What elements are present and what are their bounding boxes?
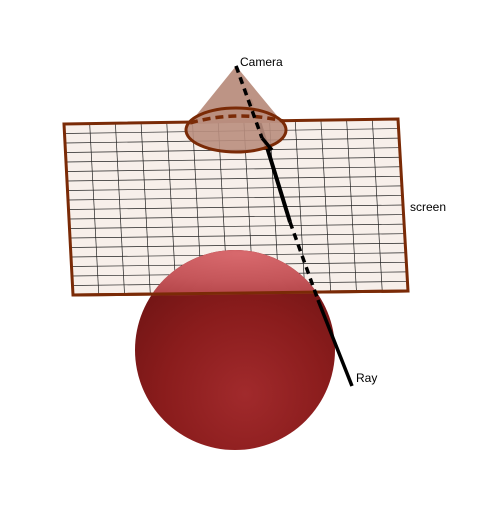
screen-label: screen [410,200,447,214]
screen-grid [64,119,408,295]
grid-line-horizontal [68,204,404,210]
grid-line-horizontal [65,156,401,163]
camera-cone-body [190,66,283,123]
ray-inside-cone [234,65,264,139]
camera-cone-rim-dashed [189,114,284,125]
ray-label: Ray [356,371,378,385]
ray-solid-lower [316,299,354,387]
grid-line-horizontal [69,223,405,229]
grid-line-horizontal [70,242,406,248]
camera-cone-base [184,106,288,154]
grid-line-horizontal [67,185,402,191]
ray-dashed-lower [288,221,320,301]
grid-line-horizontal [69,233,405,239]
grid-line-horizontal [68,214,404,220]
camera-label: Camera [240,55,283,69]
grid-line-horizontal [66,175,402,182]
grid-line-horizontal [66,166,401,172]
screen-bottom-edge [72,289,409,297]
ray-cone-exit [260,136,274,152]
sphere [135,250,335,450]
grid-line-horizontal [67,195,403,201]
